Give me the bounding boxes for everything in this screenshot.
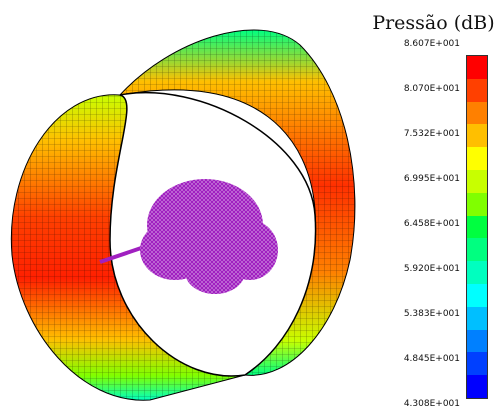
- colorbar-tick-label: 5.920E+001: [403, 264, 460, 274]
- colorbar-band: [467, 238, 487, 262]
- legend-title: Pressão (dB): [372, 12, 495, 34]
- colorbar-band: [467, 124, 487, 148]
- colorbar-tick-label: 8.070E+001: [403, 84, 460, 94]
- colorbar-band: [467, 284, 487, 308]
- colorbar-tick-label: 7.532E+001: [403, 129, 460, 139]
- colorbar-band: [467, 101, 487, 125]
- colorbar-band: [467, 56, 487, 80]
- central-object: [99, 179, 278, 294]
- colorbar-band: [467, 329, 487, 353]
- colorbar-tick-label: 8.607E+001: [403, 39, 460, 49]
- colorbar-band: [467, 170, 487, 194]
- colorbar-band: [467, 261, 487, 285]
- colorbar-band: [467, 147, 487, 171]
- colorbar: [466, 55, 488, 399]
- colorbar-tick-label: 4.845E+001: [403, 354, 460, 364]
- colorbar-tick-label: 4.308E+001: [403, 399, 460, 409]
- pressure-field-plot: [10, 29, 356, 401]
- colorbar-band: [467, 375, 487, 399]
- colorbar-band: [467, 192, 487, 217]
- colorbar-band: [467, 78, 487, 103]
- colorbar-band: [467, 306, 487, 331]
- colorbar-band: [467, 215, 487, 239]
- colorbar-tick-label: 6.458E+001: [403, 219, 460, 229]
- colorbar-tick-label: 6.995E+001: [403, 174, 460, 184]
- colorbar-band: [467, 352, 487, 376]
- colorbar-tick-label: 5.383E+001: [403, 309, 460, 319]
